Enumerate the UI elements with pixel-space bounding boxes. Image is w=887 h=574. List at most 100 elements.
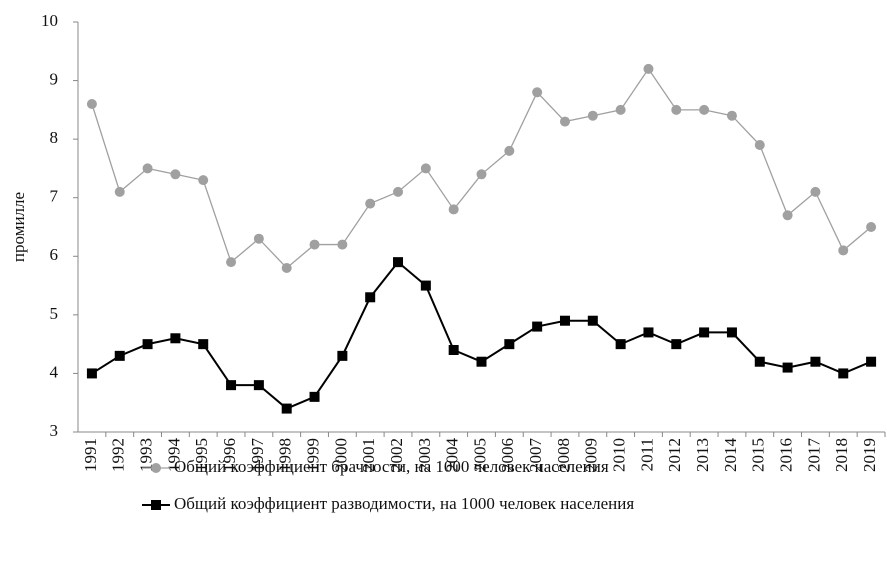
point (476, 169, 487, 180)
point (643, 327, 654, 338)
y-tick-label: 4 (50, 362, 59, 381)
point (170, 333, 181, 344)
point (86, 99, 97, 109)
point (365, 198, 376, 209)
x-tick-label: 2009 (582, 438, 601, 472)
point (754, 356, 765, 367)
point (643, 63, 654, 74)
point (393, 257, 404, 268)
point (420, 280, 431, 291)
y-tick-label: 9 (50, 69, 59, 88)
point (587, 315, 598, 326)
point (253, 380, 264, 391)
point (754, 140, 765, 150)
point (615, 104, 626, 115)
x-tick-label: 2015 (749, 438, 768, 472)
y-tick-label: 8 (50, 128, 59, 147)
point (448, 204, 459, 215)
point (782, 210, 793, 221)
point (86, 368, 97, 379)
point (838, 368, 849, 379)
point (866, 356, 877, 367)
x-tick-label: 2013 (693, 438, 712, 472)
x-tick-label: 2008 (554, 438, 573, 472)
legend-marker (151, 463, 161, 473)
point (142, 163, 153, 174)
legend-label: Общий коэффициент разводимости, на 1000 … (174, 494, 634, 513)
x-tick-label: 2007 (526, 438, 545, 473)
x-tick-label: 2004 (443, 438, 462, 473)
point (699, 327, 710, 338)
point (532, 321, 543, 332)
x-tick-label: 2019 (860, 438, 879, 472)
point (281, 403, 292, 414)
point (337, 350, 348, 361)
y-tick-label: 5 (50, 304, 59, 323)
point (337, 239, 348, 250)
point (559, 116, 570, 127)
x-tick-label: 1998 (276, 438, 295, 472)
y-tick-label: 10 (41, 11, 58, 30)
point (114, 186, 125, 197)
point (142, 339, 153, 350)
point (532, 87, 543, 98)
y-tick-label: 6 (50, 245, 59, 264)
x-tick-label: 2003 (415, 438, 434, 472)
y-axis-label: промилле (9, 192, 28, 262)
point (504, 339, 515, 350)
series-line (91, 260, 872, 410)
x-tick-label: 1997 (248, 438, 267, 473)
point (420, 163, 431, 174)
point (393, 186, 404, 197)
x-tick-label: 1992 (109, 438, 128, 472)
x-tick-label: 1996 (220, 438, 239, 472)
x-tick-label: 2016 (777, 438, 796, 472)
x-tick-label: 1991 (81, 438, 100, 472)
point (226, 257, 237, 268)
x-tick-label: 2012 (665, 438, 684, 472)
x-tick-label: 2011 (637, 438, 656, 471)
y-tick-label: 3 (50, 421, 59, 440)
x-tick-label: 2001 (359, 438, 378, 472)
x-tick-label: 2002 (387, 438, 406, 472)
point (198, 175, 209, 186)
point (699, 104, 710, 115)
x-tick-label: 2010 (610, 438, 629, 472)
point (726, 327, 737, 338)
point (587, 110, 598, 121)
point (226, 380, 237, 391)
point (671, 104, 682, 115)
legend-label: Общий коэффициент брачности, на 1000 чел… (174, 457, 609, 476)
point (198, 339, 209, 350)
point (866, 222, 877, 232)
point (281, 263, 292, 273)
x-tick-label: 2006 (498, 438, 517, 472)
point (810, 356, 821, 367)
point (170, 169, 181, 180)
point (365, 292, 376, 303)
point (253, 233, 264, 244)
point (782, 362, 793, 373)
x-tick-label: 2017 (804, 438, 823, 473)
y-tick-label: 7 (50, 187, 59, 206)
point (448, 345, 459, 355)
x-tick-label: 1995 (192, 438, 211, 472)
legend-marker (151, 500, 161, 510)
x-tick-label: 1994 (164, 438, 183, 473)
point (810, 186, 821, 197)
point (671, 339, 682, 350)
point (838, 245, 849, 256)
x-tick-label: 2000 (331, 438, 350, 472)
x-tick-label: 2005 (470, 438, 489, 472)
x-tick-label: 2018 (832, 438, 851, 472)
point (309, 391, 320, 402)
x-tick-label: 1993 (136, 438, 155, 472)
series-line (91, 67, 872, 269)
point (476, 356, 487, 367)
x-tick-label: 1999 (303, 438, 322, 472)
point (309, 239, 320, 250)
point (504, 145, 515, 156)
point (726, 110, 737, 121)
point (114, 350, 125, 361)
